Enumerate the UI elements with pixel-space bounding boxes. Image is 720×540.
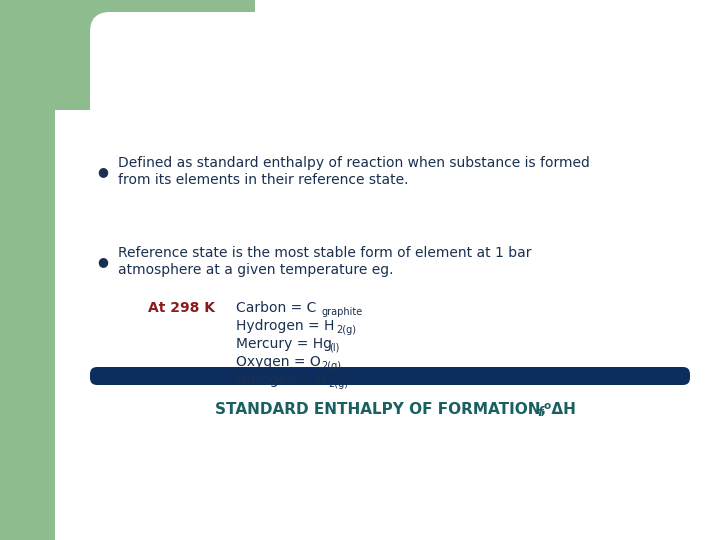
Text: atmosphere at a given temperature eg.: atmosphere at a given temperature eg. xyxy=(118,263,394,277)
Bar xyxy=(0,0,255,110)
Text: 2(g): 2(g) xyxy=(321,361,341,371)
Text: Defined as standard enthalpy of reaction when substance is formed: Defined as standard enthalpy of reaction… xyxy=(118,156,590,170)
Text: ●: ● xyxy=(98,255,109,268)
Text: o: o xyxy=(544,401,552,411)
Text: STANDARD ENTHALPY OF FORMATION, ΔH: STANDARD ENTHALPY OF FORMATION, ΔH xyxy=(215,402,575,417)
Text: (l): (l) xyxy=(329,343,339,353)
Text: graphite: graphite xyxy=(322,307,364,317)
Text: ●: ● xyxy=(98,165,109,178)
FancyBboxPatch shape xyxy=(90,367,690,385)
Text: f: f xyxy=(537,407,542,420)
Text: Mercury = Hg: Mercury = Hg xyxy=(236,337,332,351)
FancyBboxPatch shape xyxy=(90,12,708,522)
Text: Oxygen = O: Oxygen = O xyxy=(236,355,320,369)
Text: 2(g): 2(g) xyxy=(328,379,348,389)
Text: Nitrogen = N: Nitrogen = N xyxy=(236,373,327,387)
Text: Carbon = C: Carbon = C xyxy=(236,301,316,315)
Text: At 298 K: At 298 K xyxy=(148,301,215,315)
Text: Hydrogen = H: Hydrogen = H xyxy=(236,319,334,333)
Text: from its elements in their reference state.: from its elements in their reference sta… xyxy=(118,173,408,187)
Bar xyxy=(0,0,55,540)
Text: Reference state is the most stable form of element at 1 bar: Reference state is the most stable form … xyxy=(118,246,531,260)
Text: 2(g): 2(g) xyxy=(336,325,356,335)
